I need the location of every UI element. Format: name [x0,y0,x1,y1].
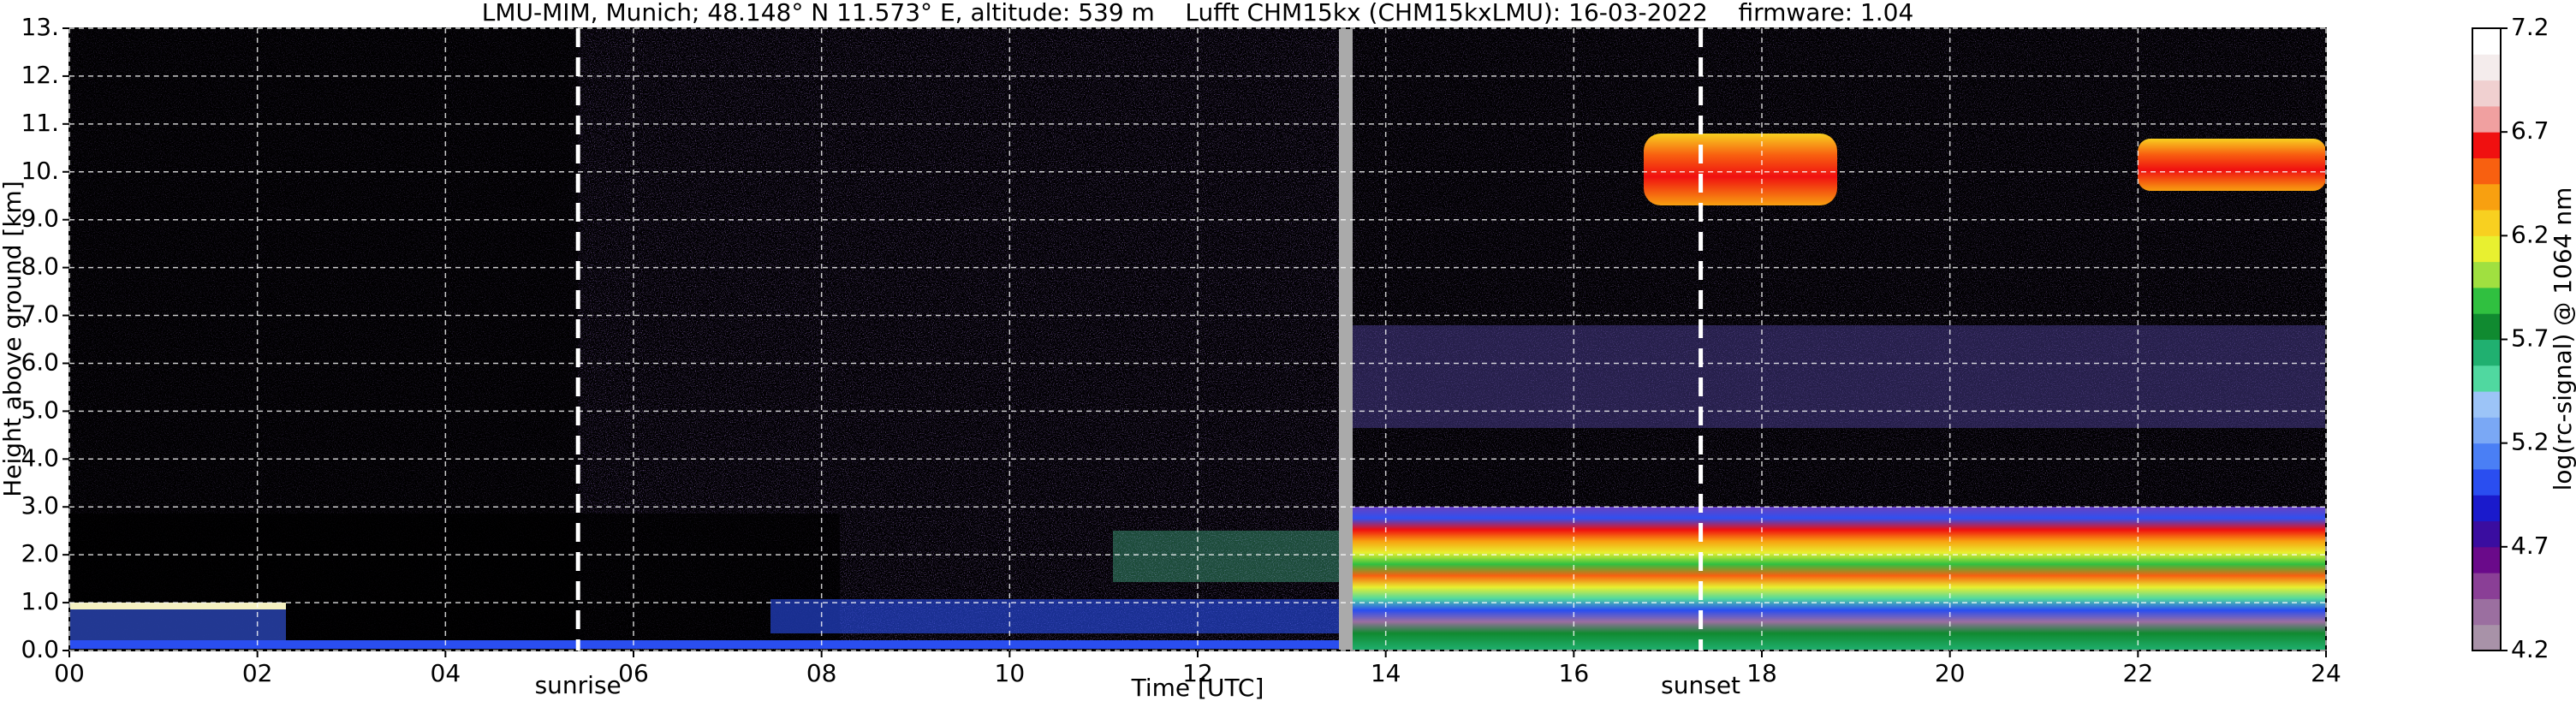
chart-title: LMU-MIM, Munich; 48.148° N 11.573° E, al… [482,0,1914,27]
x-axis-label: Time [UTC] [1131,674,1264,702]
colorbar-segment [2472,520,2501,548]
colorbar-segment [2472,132,2501,158]
y-axis-label: Height above ground [km] [0,181,27,497]
annotation-label: sunset [1661,671,1740,699]
colorbar-segment [2472,261,2501,288]
colorbar-segment [2472,417,2501,444]
colorbar-segment [2472,468,2501,496]
x-tick-label: 20 [1935,659,1966,687]
x-tick-label: 18 [1746,659,1777,687]
colorbar-tick-label: 6.2 [2511,220,2549,248]
y-tick-label: 2.0 [21,539,59,567]
colorbar-segment [2472,105,2501,133]
colorbar-segment [2472,183,2501,211]
colorbar-tick-label: 5.7 [2511,324,2549,353]
y-tick-label: 4.0 [21,443,59,472]
colorbar-segment [2472,210,2501,236]
y-tick-label: 3.0 [21,491,59,520]
y-tick-label: 7.0 [21,300,59,329]
colorbar-segment [2472,339,2501,366]
colorbar-segment [2472,157,2501,185]
colorbar-segment [2472,624,2501,651]
x-tick-label: 06 [618,659,649,687]
x-tick-label: 22 [2123,659,2154,687]
x-tick-label: 16 [1559,659,1590,687]
colorbar-segment [2472,391,2501,418]
x-tick-label: 04 [431,659,461,687]
x-tick-label: 14 [1371,659,1401,687]
x-tick-label: 10 [995,659,1026,687]
y-tick-label: 13. [21,13,59,41]
x-tick-label: 24 [2311,659,2341,687]
y-tick-label: 11. [21,109,59,137]
y-tick-label: 5.0 [21,395,59,424]
x-tick-label: 00 [54,659,85,687]
colorbar-tick-label: 7.2 [2511,13,2549,41]
colorbar-segment [2472,546,2501,573]
y-tick-label: 6.0 [21,348,59,376]
colorbar-label: log(rc-signal) @ 1064 nm [2549,187,2576,491]
y-tick-label: 12. [21,61,59,89]
x-tick-label: 02 [242,659,273,687]
x-tick-label: 08 [806,659,837,687]
colorbar-segment [2472,365,2501,392]
colorbar-segment [2472,573,2501,599]
colorbar-segment [2472,443,2501,470]
x-tick-label: 12 [1182,659,1213,687]
y-tick-label: 0.0 [21,635,59,663]
y-tick-label: 8.0 [21,253,59,281]
colorbar-tick-label: 6.7 [2511,116,2549,145]
colorbar-segment [2472,28,2501,55]
colorbar-segment [2472,598,2501,626]
colorbar-segment [2472,495,2501,522]
colorbar-tick-label: 5.2 [2511,428,2549,456]
y-tick-label: 10. [21,157,59,185]
y-tick-label: 1.0 [21,587,59,615]
y-tick-label: 9.0 [21,205,59,233]
colorbar-tick-label: 4.2 [2511,635,2549,663]
colorbar-tick-label: 4.7 [2511,532,2549,560]
colorbar-segment [2472,80,2501,107]
colorbar-segment [2472,235,2501,263]
colorbar-segment [2472,287,2501,314]
annotation-label: sunrise [535,671,622,699]
colorbar-segment [2472,313,2501,340]
colorbar-segment [2472,54,2501,81]
